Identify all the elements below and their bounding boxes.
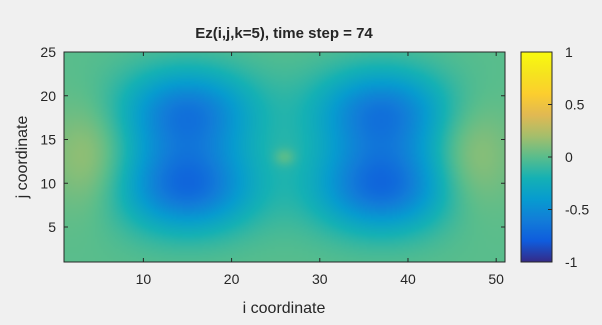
colorbar-tick-label: 1 bbox=[565, 44, 573, 60]
x-axis: 10 20 30 40 50 bbox=[136, 52, 504, 287]
chart-title: Ez(i,j,k=5), time step = 74 bbox=[195, 25, 373, 42]
y-tick-label: 5 bbox=[48, 219, 56, 235]
y-axis-label: j coordinate bbox=[14, 116, 31, 200]
colorbar-tick-label: 0.5 bbox=[565, 97, 585, 113]
plot-frame bbox=[63, 51, 506, 263]
x-tick-label: 50 bbox=[488, 271, 504, 287]
x-tick-label: 30 bbox=[312, 271, 328, 287]
heatmap-plot: 10 20 30 40 50 5 10 15 20 25 bbox=[40, 44, 506, 287]
colorbar: 1 0.5 0 -0.5 -1 bbox=[520, 44, 589, 270]
x-tick-label: 40 bbox=[400, 271, 416, 287]
y-tick-label: 10 bbox=[40, 175, 56, 191]
y-tick-label: 20 bbox=[40, 88, 56, 104]
y-axis: 5 10 15 20 25 bbox=[40, 44, 505, 235]
heatmap-image bbox=[64, 52, 505, 262]
y-tick-label: 15 bbox=[40, 132, 56, 148]
y-tick-label: 25 bbox=[40, 44, 56, 60]
colorbar-ticks: 1 0.5 0 -0.5 -1 bbox=[548, 44, 589, 270]
x-axis-label: i coordinate bbox=[243, 300, 326, 317]
x-tick-label: 10 bbox=[136, 271, 152, 287]
x-tick-label: 20 bbox=[224, 271, 240, 287]
colorbar-gradient bbox=[520, 51, 553, 263]
colorbar-tick-label: -0.5 bbox=[565, 202, 589, 218]
colorbar-tick-label: -1 bbox=[565, 254, 578, 270]
colorbar-tick-label: 0 bbox=[565, 149, 573, 165]
